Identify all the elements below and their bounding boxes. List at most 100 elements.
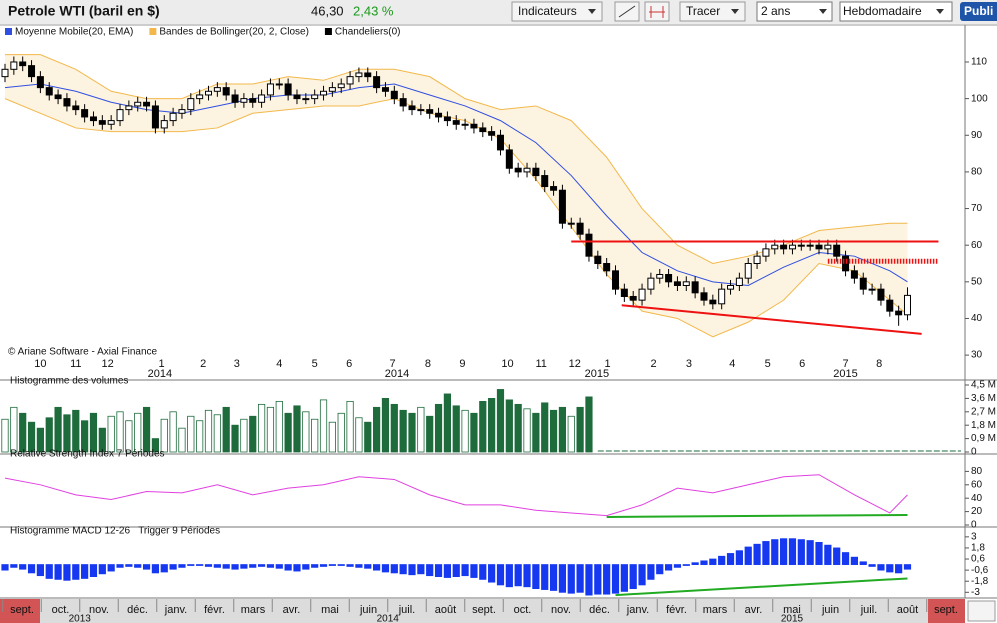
bar [257, 564, 266, 567]
candle-body [116, 109, 124, 122]
candle-body [903, 294, 911, 316]
bar [434, 564, 443, 577]
candle-body [364, 72, 372, 78]
bar [266, 406, 275, 453]
period-label: 11 [70, 358, 81, 370]
indicators-button[interactable] [511, 1, 603, 22]
bar [178, 427, 186, 453]
y-tick-label: 90 [971, 130, 983, 141]
trend-line [615, 577, 908, 597]
dropdown-arrow [731, 9, 739, 14]
candle-body [638, 288, 646, 301]
bar [381, 397, 390, 453]
period-label: 12 [102, 358, 114, 370]
candle-body [762, 248, 770, 257]
y-tick-label: 40 [971, 493, 983, 504]
candle-body [284, 83, 292, 96]
bar [780, 538, 788, 565]
bar [107, 415, 115, 453]
candle-body [532, 167, 540, 177]
bar [134, 412, 142, 453]
interval-select[interactable] [839, 1, 953, 22]
bar [470, 412, 478, 453]
y-tick-label: 110 [971, 57, 987, 68]
period-label: 3 [234, 358, 240, 370]
period-label: 5 [765, 358, 771, 370]
bar [541, 402, 549, 453]
legend-label: Bandes de Bollinger(20, 2, Close) [159, 27, 309, 38]
bar [142, 406, 151, 453]
period-select[interactable] [756, 1, 833, 22]
candle-body [160, 120, 168, 129]
candle-body [558, 189, 566, 224]
bar [895, 564, 903, 574]
candle-body [355, 72, 363, 78]
bar [744, 546, 752, 565]
month-label: mars [241, 604, 266, 616]
bar [585, 564, 593, 596]
bar [886, 564, 894, 573]
bar [72, 564, 80, 580]
bar [178, 564, 186, 568]
bar [585, 396, 593, 453]
month-label: avr. [283, 604, 301, 616]
candle-body [833, 244, 841, 257]
band-upper [4, 54, 908, 265]
month-label: août [897, 604, 918, 616]
export-button[interactable] [967, 600, 996, 622]
candle-body [435, 112, 443, 118]
candle-body [302, 98, 310, 101]
bar [505, 564, 513, 588]
bar [337, 412, 345, 453]
candle-body [373, 76, 381, 89]
candle-body [143, 101, 151, 107]
candle-body [452, 120, 460, 125]
period-label: 10 [501, 358, 513, 370]
month-label: juin [359, 604, 377, 616]
candle-body [169, 112, 177, 122]
candle-body [479, 127, 487, 133]
bar [319, 399, 328, 453]
period-label: 7 [842, 358, 848, 370]
candle-body [682, 281, 690, 286]
bar [81, 420, 89, 453]
publish-label: Publi [964, 4, 993, 18]
candle-body [585, 233, 593, 257]
instrument-title: Petrole WTI (baril en $) [8, 3, 160, 19]
bar [45, 564, 53, 579]
period-label: 2 [200, 358, 206, 370]
bar [488, 397, 496, 453]
bar [496, 389, 505, 453]
candle-body [346, 76, 354, 85]
y-tick-label: 60 [971, 240, 983, 251]
period-label: 1 [604, 358, 610, 370]
bar [98, 564, 106, 575]
period-label: 3 [686, 358, 692, 370]
publish-button[interactable] [960, 2, 997, 21]
bar [160, 418, 168, 453]
bar [691, 562, 699, 565]
bar [373, 406, 381, 453]
draw-button[interactable] [679, 1, 746, 22]
candle-body [19, 61, 27, 67]
month-label: sept. [10, 604, 34, 616]
bar [151, 564, 160, 574]
y-tick-label: 20 [971, 506, 983, 517]
bar [257, 403, 266, 453]
dropdown-arrow [936, 9, 944, 14]
dropdown-arrow [819, 9, 827, 14]
bar [240, 418, 248, 453]
period-label: 10 [34, 358, 46, 370]
bar [169, 411, 177, 453]
candle-body [691, 281, 699, 294]
bar [27, 421, 36, 453]
bar [19, 564, 27, 570]
y-tick-label: 0 [971, 520, 977, 531]
candle-body [656, 273, 664, 279]
candle-body [718, 288, 726, 305]
y-tick-label: 80 [971, 466, 983, 477]
bar [496, 564, 505, 586]
y-tick-label: 50 [971, 276, 983, 287]
panel-title: Histogramme MACD 12-26 Trigger 9 Période… [10, 526, 220, 537]
bar [868, 564, 876, 567]
